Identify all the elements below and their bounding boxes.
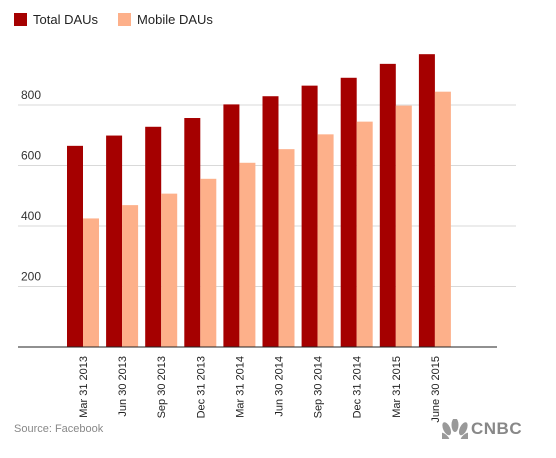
x-tick-labels: Mar 31 2013 Jun 30 2013 Sep 30 2013 Dec 31 … (78, 356, 442, 423)
bar-mobile-5 (278, 149, 295, 347)
x-tick-label-7: Dec 31 2014 (352, 356, 364, 418)
bar-total-6 (301, 85, 318, 347)
bar-mobile-8 (395, 105, 412, 347)
bar-total-0 (67, 145, 83, 347)
bar-total-3 (184, 118, 201, 347)
bar-mobile-6 (317, 134, 334, 347)
bar-total-1 (106, 135, 123, 347)
bar-mobile-3 (200, 178, 217, 347)
cnbc-logo: CNBC (442, 419, 522, 439)
y-tick-labels: 200 400 600 800 (21, 88, 41, 284)
bar-mobile-1 (122, 205, 139, 347)
x-tick-label-3: Dec 31 2013 (195, 356, 207, 418)
bar-mobile-0 (83, 218, 99, 347)
bar-mobile-7 (356, 121, 373, 347)
y-tick-label-600: 600 (21, 149, 41, 163)
y-tick-label-200: 200 (21, 270, 41, 284)
bar-mobile-2 (161, 193, 178, 347)
legend: Total DAUs Mobile DAUs (14, 12, 233, 27)
legend-label-mobile: Mobile DAUs (137, 12, 213, 27)
legend-label-total: Total DAUs (33, 12, 99, 27)
peacock-icon (442, 419, 468, 439)
bar-mobile-9 (434, 91, 451, 347)
bars (67, 54, 451, 348)
x-tick-label-4: Mar 31 2014 (234, 356, 246, 418)
bar-mobile-4 (239, 162, 256, 347)
bar-total-8 (379, 63, 396, 348)
legend-item-total: Total DAUs (14, 12, 98, 27)
bar-total-4 (223, 104, 240, 348)
legend-swatch-total (14, 13, 27, 26)
x-tick-label-0: Mar 31 2013 (78, 356, 90, 418)
x-tick-label-9: June 30 2015 (430, 356, 442, 423)
y-tick-label-400: 400 (21, 209, 41, 223)
bar-total-7 (340, 77, 357, 348)
bar-total-2 (145, 126, 162, 347)
x-tick-label-2: Sep 30 2013 (156, 356, 168, 418)
x-tick-label-5: Jun 30 2014 (274, 356, 286, 417)
source-note: Source: Facebook (14, 423, 104, 435)
bar-total-9 (418, 54, 435, 348)
x-tick-label-1: Jun 30 2013 (117, 356, 129, 417)
x-tick-label-6: Sep 30 2014 (313, 356, 325, 418)
cnbc-logo-text: CNBC (471, 419, 523, 438)
x-tick-label-8: Mar 31 2015 (391, 356, 403, 418)
legend-item-mobile: Mobile DAUs (118, 12, 213, 27)
legend-swatch-mobile (118, 13, 132, 26)
bar-total-5 (262, 96, 279, 347)
y-tick-label-800: 800 (21, 88, 41, 102)
